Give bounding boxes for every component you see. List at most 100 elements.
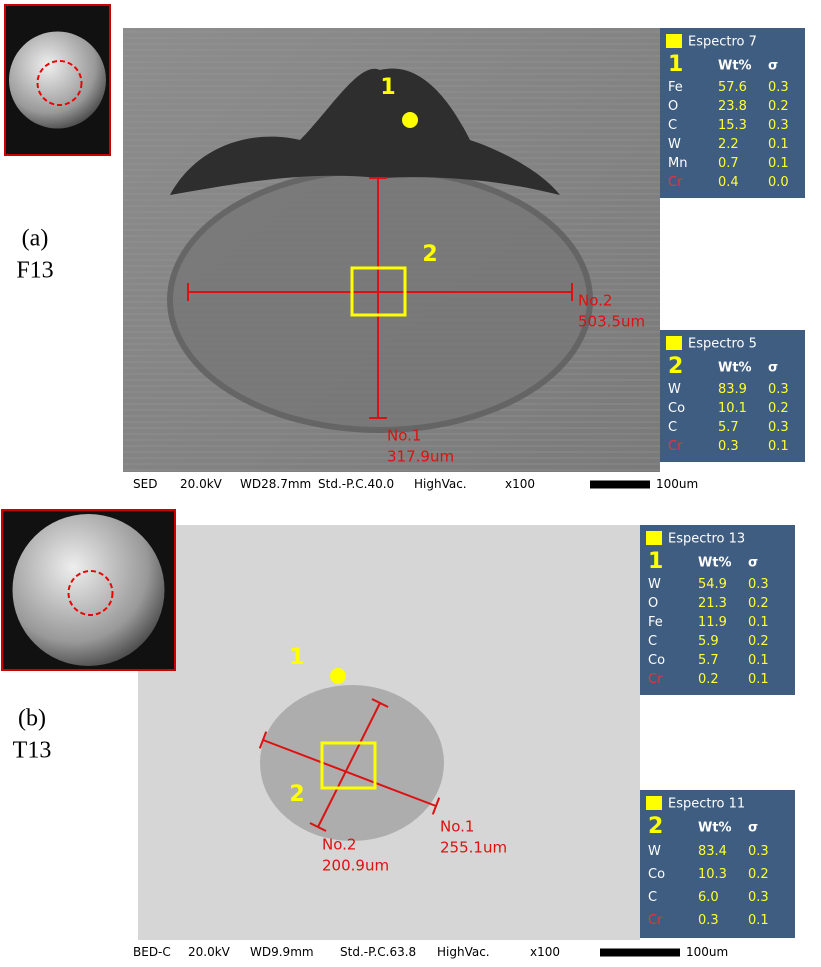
- sigma-value: 0.3: [768, 382, 789, 397]
- scale-bar: [600, 949, 680, 957]
- sigma-value: 0.2: [748, 867, 769, 882]
- sigma-value: 0.1: [748, 672, 769, 687]
- measure-name: No.2: [322, 836, 356, 854]
- sigma-value: 0.3: [748, 844, 769, 859]
- sigma-value: 0.3: [768, 80, 789, 95]
- measure-length: 255.1um: [440, 839, 507, 857]
- measure-length: 200.9um: [322, 857, 389, 875]
- status-item: 100um: [686, 945, 728, 959]
- element: Fe: [668, 80, 683, 95]
- wt-value: 11.9: [698, 615, 727, 630]
- column-header: σ: [768, 59, 778, 74]
- wt-value: 83.9: [718, 382, 747, 397]
- wt-value: 21.3: [698, 596, 727, 611]
- column-header: Wt%: [718, 59, 752, 74]
- status-item: SED: [133, 477, 157, 491]
- status-item: HighVac.: [437, 945, 490, 959]
- point-number: 1: [289, 645, 304, 670]
- measure-length: 503.5um: [578, 313, 645, 331]
- column-header: Wt%: [718, 361, 752, 376]
- status-item: WD28.7mm: [240, 477, 311, 491]
- sigma-value: 0.3: [748, 890, 769, 905]
- wear-scar: [260, 685, 444, 841]
- wt-value: 0.4: [718, 175, 739, 190]
- sigma-value: 0.1: [748, 653, 769, 668]
- spectrum-title: Espectro 13: [668, 532, 745, 547]
- spectrum-swatch: [646, 796, 662, 810]
- column-header: Wt%: [698, 556, 732, 571]
- spectrum-swatch: [666, 34, 682, 48]
- element: Cr: [668, 175, 683, 190]
- element: W: [648, 577, 661, 592]
- wt-value: 5.9: [698, 634, 719, 649]
- element: W: [648, 844, 661, 859]
- area-number: 2: [289, 782, 304, 807]
- wt-value: 23.8: [718, 99, 747, 114]
- element: C: [668, 118, 677, 133]
- element: O: [668, 99, 678, 114]
- spectrum-marker: 1: [668, 52, 683, 77]
- wt-value: 10.3: [698, 867, 727, 882]
- wt-value: 5.7: [698, 653, 719, 668]
- spectrum-marker: 1: [648, 549, 663, 574]
- analysis-point: [330, 668, 346, 684]
- element: W: [668, 137, 681, 152]
- status-item: WD9.9mm: [250, 945, 314, 959]
- wt-value: 57.6: [718, 80, 747, 95]
- sample-name: F13: [16, 258, 53, 284]
- page: (a)F13No.1317.9umNo.2503.5um12SED20.0kVW…: [0, 0, 821, 967]
- analysis-point: [402, 112, 418, 128]
- status-item: 100um: [656, 477, 698, 491]
- figure: (a)F13No.1317.9umNo.2503.5um12SED20.0kVW…: [0, 0, 821, 967]
- column-header: σ: [748, 821, 758, 836]
- wear-scar: [170, 170, 590, 430]
- element: W: [668, 382, 681, 397]
- spectrum-title: Espectro 5: [688, 337, 757, 352]
- status-item: x100: [505, 477, 535, 491]
- element: Mn: [668, 156, 687, 171]
- column-header: σ: [748, 556, 758, 571]
- wt-value: 0.3: [718, 439, 739, 454]
- element: Co: [648, 867, 665, 882]
- sigma-value: 0.2: [768, 401, 789, 416]
- sigma-value: 0.1: [768, 137, 789, 152]
- inset-ball: [9, 32, 106, 129]
- spectrum-title: Espectro 7: [688, 35, 757, 50]
- element: Co: [648, 653, 665, 668]
- spectrum-swatch: [646, 531, 662, 545]
- panel-label: (a): [22, 226, 49, 252]
- sigma-value: 0.0: [768, 175, 789, 190]
- wt-value: 0.3: [698, 913, 719, 928]
- status-item: x100: [530, 945, 560, 959]
- sigma-value: 0.2: [748, 596, 769, 611]
- wt-value: 83.4: [698, 844, 727, 859]
- panel-label: (b): [18, 706, 46, 732]
- element: C: [648, 634, 657, 649]
- spectrum-title: Espectro 11: [668, 797, 745, 812]
- element: Cr: [648, 672, 663, 687]
- element: Co: [668, 401, 685, 416]
- point-number: 1: [380, 75, 395, 100]
- element: C: [668, 420, 677, 435]
- status-item: 20.0kV: [180, 477, 223, 491]
- element: Cr: [668, 439, 683, 454]
- wt-value: 5.7: [718, 420, 739, 435]
- wt-value: 0.2: [698, 672, 719, 687]
- sigma-value: 0.1: [768, 439, 789, 454]
- column-header: σ: [768, 361, 778, 376]
- element: C: [648, 890, 657, 905]
- wt-value: 54.9: [698, 577, 727, 592]
- measure-name: No.2: [578, 292, 612, 310]
- column-header: Wt%: [698, 821, 732, 836]
- inset-ball: [13, 514, 165, 666]
- wt-value: 6.0: [698, 890, 719, 905]
- sample-name: T13: [13, 738, 52, 764]
- status-item: Std.-P.C.63.8: [340, 945, 416, 959]
- sigma-value: 0.2: [748, 634, 769, 649]
- element: O: [648, 596, 658, 611]
- element: Fe: [648, 615, 663, 630]
- wt-value: 15.3: [718, 118, 747, 133]
- sigma-value: 0.1: [748, 615, 769, 630]
- sigma-value: 0.3: [768, 420, 789, 435]
- measure-length: 317.9um: [387, 448, 454, 466]
